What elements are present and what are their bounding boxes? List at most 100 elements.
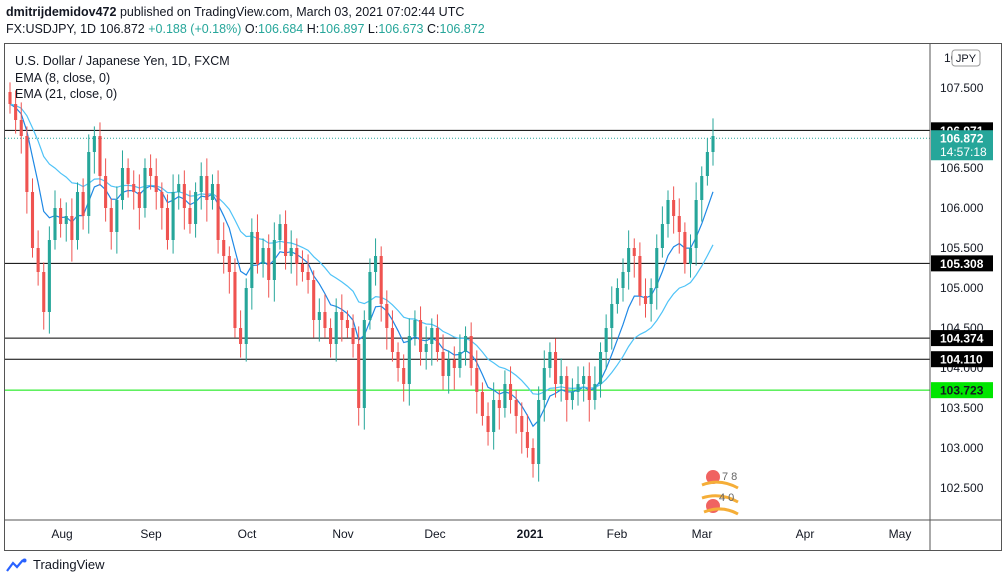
candle [216, 170, 220, 254]
candle-body [643, 296, 648, 304]
legend-ema8[interactable]: EMA (8, close, 0) [15, 70, 111, 85]
footer-brand-text: TradingView [33, 557, 105, 572]
candle [402, 354, 406, 402]
candle [542, 350, 546, 422]
candle-body [216, 184, 220, 240]
x-tick-label: Nov [332, 527, 353, 541]
candle-body [374, 256, 378, 272]
candle-body [492, 400, 496, 432]
candle-body [705, 152, 709, 176]
candle [463, 326, 468, 366]
candle-body [8, 92, 12, 104]
candle-body [132, 184, 136, 192]
candle [25, 126, 29, 214]
candle [435, 314, 439, 362]
symbol-ohlc-line: FX:USDJPY, 1D 106.872 +0.188 (+0.18%) O:… [6, 21, 485, 38]
candle [520, 402, 524, 454]
candle [497, 390, 501, 430]
candle [565, 366, 569, 422]
candle [317, 298, 321, 342]
candle [306, 254, 310, 294]
candle [559, 358, 563, 402]
candle [47, 226, 51, 334]
candle [351, 314, 355, 358]
candle-body [36, 248, 40, 272]
candle-body [87, 152, 91, 216]
candle [182, 170, 186, 230]
candle [492, 382, 496, 450]
candle [447, 350, 451, 394]
candle-body [655, 248, 659, 288]
candle [14, 90, 18, 134]
candle-body [104, 176, 108, 208]
candle [537, 386, 541, 482]
candle-body [458, 352, 462, 368]
last-price-text: 106.872 [99, 22, 145, 36]
candle-body [250, 232, 254, 288]
candle-body [115, 200, 119, 232]
candle [261, 238, 265, 278]
candle-body [638, 256, 642, 296]
candle [53, 190, 57, 250]
candle-body [604, 328, 608, 352]
footer-brand[interactable]: TradingView [6, 557, 105, 572]
watermark-badge: 7 8 4 0 [701, 470, 739, 516]
candle-body [329, 328, 333, 344]
candle [587, 362, 591, 422]
candle [458, 334, 462, 378]
level-label-text: 105.308 [940, 257, 984, 271]
candle-body [295, 248, 299, 264]
x-tick-label: Oct [238, 527, 257, 541]
candle [627, 230, 631, 290]
candle [165, 194, 170, 250]
candle [227, 246, 231, 294]
symbol-label: FX:USDJPY, 1D [6, 22, 97, 36]
candle [272, 222, 276, 302]
candle [666, 190, 670, 238]
candle-body [317, 312, 321, 320]
candle-body [109, 208, 113, 232]
candle [109, 198, 113, 250]
close-value: 106.872 [439, 22, 485, 36]
candle [177, 174, 181, 210]
candle [705, 138, 709, 186]
currency-badge-text: JPY [956, 53, 977, 65]
candle [649, 278, 653, 322]
candle [255, 214, 260, 274]
y-tick-label: 102.500 [940, 481, 984, 495]
candle-body [165, 208, 170, 240]
candle-body [593, 384, 597, 400]
candle-body [700, 176, 704, 200]
level-label-box [931, 351, 993, 368]
candle [688, 234, 693, 278]
candle [430, 318, 434, 366]
candle [104, 158, 108, 222]
level-price-label: 103.723 [931, 382, 993, 399]
legend-ema21[interactable]: EMA (21, close, 0) [15, 87, 118, 101]
candle-body [171, 192, 175, 240]
legend-title: U.S. Dollar / Japanese Yen, 1D, FXCM [15, 54, 230, 68]
watermark-num: 4 0 [719, 492, 734, 504]
candle-body [537, 400, 541, 464]
candle-body [486, 416, 490, 432]
candle [413, 310, 417, 346]
y-tick-label: 107.500 [940, 81, 984, 95]
candle [672, 186, 676, 234]
candle [267, 234, 271, 298]
candle-body [59, 208, 63, 224]
candle-body [126, 168, 130, 184]
author-name[interactable]: dmitrijdemidov472 [6, 5, 117, 19]
candle-body [469, 336, 473, 368]
candle-body [351, 328, 355, 344]
last-price-text: 106.872 [940, 132, 984, 146]
candle-body [47, 240, 51, 312]
candle [98, 122, 102, 186]
candle [593, 366, 597, 410]
candle-body [452, 360, 456, 368]
change-text: +0.188 (+0.18%) [148, 22, 242, 36]
candle-body [385, 304, 389, 328]
currency-badge-box [951, 49, 981, 67]
candle-body [255, 232, 260, 264]
candle-body [205, 176, 209, 200]
